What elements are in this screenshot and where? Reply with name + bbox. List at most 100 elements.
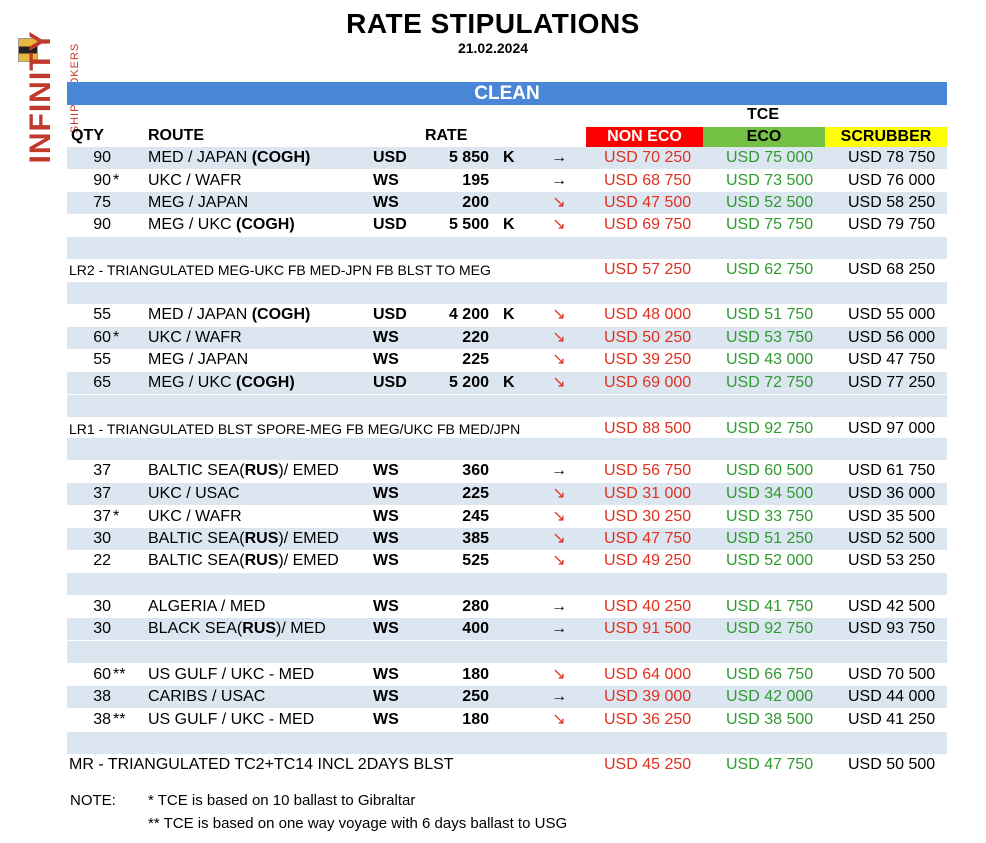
rate-cell: 360 [462,462,489,479]
rate-unit-cell: K [503,306,515,323]
route-cell: US GULF / UKC - MED [148,666,315,683]
rate-cell: 225 [462,485,489,502]
rate-basis-cell: WS [373,620,399,637]
rate-basis-cell: USD [373,374,407,391]
tce-eco-cell: USD 51 750 [726,306,814,323]
rate-basis-cell: WS [373,598,399,615]
triangulated-label: MR - TRIANGULATED TC2+TC14 INCL 2DAYS BL… [69,756,454,773]
route-cell: UKC / WAFR [148,172,242,189]
footnote-marker: ** [113,666,126,683]
table-row: 22 BALTIC SEA(RUS)/ EMED WS 525 ↘ USD 49 250 U… [67,550,947,572]
table-row: 65 MEG / UKC (COGH) USD 5 200 K ↘ USD 69 000 US… [67,372,947,394]
arrow-down-right-icon: ↘ [552,508,566,525]
route-cell: MEG / UKC (COGH) [148,216,295,233]
rate-cell: 280 [462,598,489,615]
tce-eco-cell: USD 53 750 [726,329,814,346]
tce-scrubber-cell: USD 79 750 [848,216,936,233]
arrow-right-icon: → [551,462,567,479]
arrow-down-right-icon: ↘ [552,666,566,683]
rate-cell: 4 200 [448,306,489,323]
tce-non-eco-cell: USD 30 250 [604,508,692,525]
tce-scrubber-cell: USD 78 750 [848,149,936,166]
route-emphasis: (COGH) [251,149,311,166]
arrow-down-right-icon: ↘ [552,530,566,547]
rate-cell: 200 [462,194,489,211]
tce-scrubber-cell: USD 53 250 [848,552,936,569]
rate-basis-cell: WS [373,666,399,683]
qty-cell: 37 [93,485,111,502]
route-emphasis: RUS [242,620,277,637]
route-cell: BLACK SEA(RUS)/ MED [148,620,326,637]
page-title: RATE STIPULATIONS [346,8,640,39]
qty-cell: 55 [93,351,111,368]
tce-scrubber-cell: USD 68 250 [848,261,936,278]
tce-scrubber-cell: USD 93 750 [848,620,936,637]
note-label: NOTE: [70,792,116,809]
rate-cell: 400 [462,620,489,637]
route-header: ROUTE [148,127,204,144]
route-cell: MEG / JAPAN [148,194,249,211]
rate-basis-cell: WS [373,530,399,547]
rate-cell: 250 [462,688,489,705]
tce-scrubber-cell: USD 58 250 [848,194,936,211]
tce-header: TCE [747,106,779,123]
tce-non-eco-cell: USD 40 250 [604,598,692,615]
rate-cell: 225 [462,351,489,368]
tce-eco-cell: USD 42 000 [726,688,814,705]
route-emphasis: RUS [244,552,279,569]
table-row: 90 MED / JAPAN (COGH) USD 5 850 K → USD 70 250… [67,147,947,169]
arrow-down-right-icon: ↘ [552,306,566,323]
footnote-marker: * [113,172,120,189]
flag-icon [18,38,38,62]
triangulated-label: LR1 - TRIANGULATED BLST SPORE-MEG FB MEG… [69,421,521,437]
route-emphasis: (COGH) [236,216,295,233]
separator-row [67,395,947,417]
tce-scrubber-cell: USD 70 500 [848,666,936,683]
tce-non-eco-cell: USD 50 250 [604,329,692,346]
tce-scrubber-cell: USD 55 000 [848,306,936,323]
tce-non-eco-cell: USD 64 000 [604,666,692,683]
tce-eco-cell: USD 34 500 [726,485,814,502]
footnote-marker: * [113,508,120,525]
table-row: 37 * UKC / WAFR WS 245 ↘ USD 30 250 USD 33 750 U… [67,506,947,528]
table-row: 75 MEG / JAPAN WS 200 ↘ USD 47 500 USD 52 500 U… [67,192,947,214]
rate-basis-cell: USD [373,306,407,323]
arrow-down-right-icon: ↘ [552,216,566,233]
rate-cell: 525 [462,552,489,569]
tce-eco-cell: USD 92 750 [726,620,814,637]
route-cell: BALTIC SEA(RUS)/ EMED [148,552,339,569]
route-cell: MEG / UKC (COGH) [148,374,295,391]
rate-basis-cell: WS [373,194,399,211]
tce-non-eco-cell: USD 57 250 [604,261,692,278]
rate-unit-cell: K [503,374,515,391]
route-cell: CARIBS / USAC [148,688,266,705]
route-cell: UKC / WAFR [148,508,242,525]
qty-header: QTY [71,127,104,144]
qty-cell: 38 [93,688,111,705]
rate-cell: 220 [462,329,489,346]
footnote-marker: ** [113,711,126,728]
rate-cell: 245 [462,508,489,525]
route-emphasis: (COGH) [251,306,311,323]
separator-row [67,732,947,754]
table-row: 30 ALGERIA / MED WS 280 → USD 40 250 USD 41 75… [67,596,947,618]
rate-basis-cell: WS [373,485,399,502]
rate-header: RATE [425,127,468,144]
tce-eco-cell: USD 75 000 [726,149,814,166]
table-row: 30 BALTIC SEA(RUS)/ EMED WS 385 ↘ USD 47 750 U… [67,528,947,550]
report-date: 21.02.2024 [457,40,529,56]
tce-non-eco-cell: USD 36 250 [604,711,692,728]
rate-unit-cell: K [503,216,515,233]
tce-non-eco-cell: USD 39 250 [604,351,692,368]
arrow-down-right-icon: ↘ [552,552,566,569]
route-cell: BALTIC SEA(RUS)/ EMED [148,462,339,479]
tce-scrubber-cell: USD 47 750 [848,351,936,368]
qty-cell: 90 [93,149,111,166]
tce-non-eco-cell: USD 69 750 [604,216,692,233]
table-row: 55 MED / JAPAN (COGH) USD 4 200 K ↘ USD 48 000… [67,304,947,326]
qty-cell: 30 [93,530,111,547]
triangulated-row: LR1 - TRIANGULATED BLST SPORE-MEG FB MEG… [67,418,947,440]
tce-non-eco-cell: USD 49 250 [604,552,692,569]
tce-eco-cell: USD 75 750 [726,216,814,233]
table-row: 60 ** US GULF / UKC - MED WS 180 ↘ USD 64 000 U… [67,664,947,686]
